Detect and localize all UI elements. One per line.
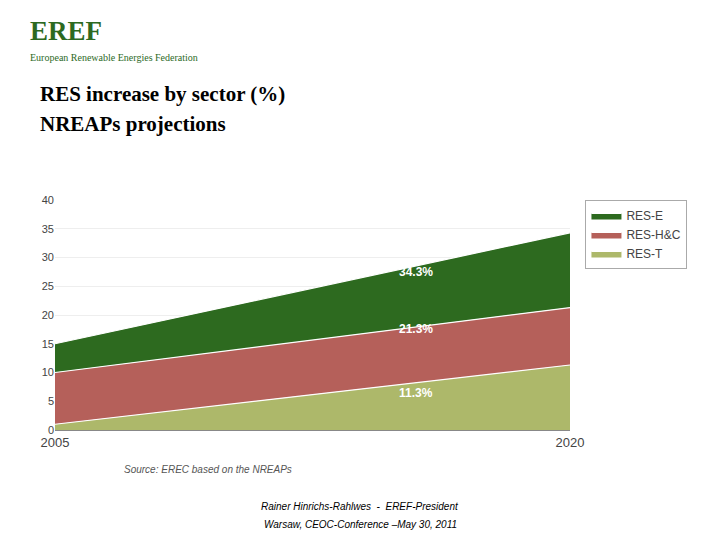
svg-text:RES increase by sector (%): RES increase by sector (%) [40,82,285,106]
svg-text:Warsaw, CEOC-Conference –May 3: Warsaw, CEOC-Conference –May 30, 2011 [264,519,457,530]
svg-text:40: 40 [42,194,54,206]
svg-text:2005: 2005 [41,435,70,450]
svg-text:30: 30 [42,251,54,263]
svg-text:RES-T: RES-T [626,247,663,261]
svg-text:Rainer Hinrichs-Rahlwes - ER: Rainer Hinrichs-Rahlwes - EREF-President [261,501,459,512]
svg-text:RES-H&C: RES-H&C [626,228,680,242]
svg-text:15: 15 [42,338,54,350]
svg-text:0: 0 [48,424,54,436]
svg-text:NREAPs projections: NREAPs projections [40,112,226,136]
svg-text:Source: EREC based on the NREA: Source: EREC based on the NREAPs [124,464,292,475]
svg-text:35: 35 [42,223,54,235]
svg-text:11.3%: 11.3% [399,386,433,400]
svg-text:European Renewable Energies Fe: European Renewable Energies Federation [30,52,198,63]
svg-text:RES-E: RES-E [626,209,663,223]
svg-text:20: 20 [42,309,54,321]
svg-text:34.3%: 34.3% [399,265,433,279]
svg-text:EREF: EREF [30,16,102,46]
svg-text:21.3%: 21.3% [399,322,433,336]
svg-text:2020: 2020 [556,435,585,450]
svg-text:25: 25 [42,280,54,292]
svg-text:5: 5 [48,395,54,407]
svg-text:10: 10 [42,366,54,378]
